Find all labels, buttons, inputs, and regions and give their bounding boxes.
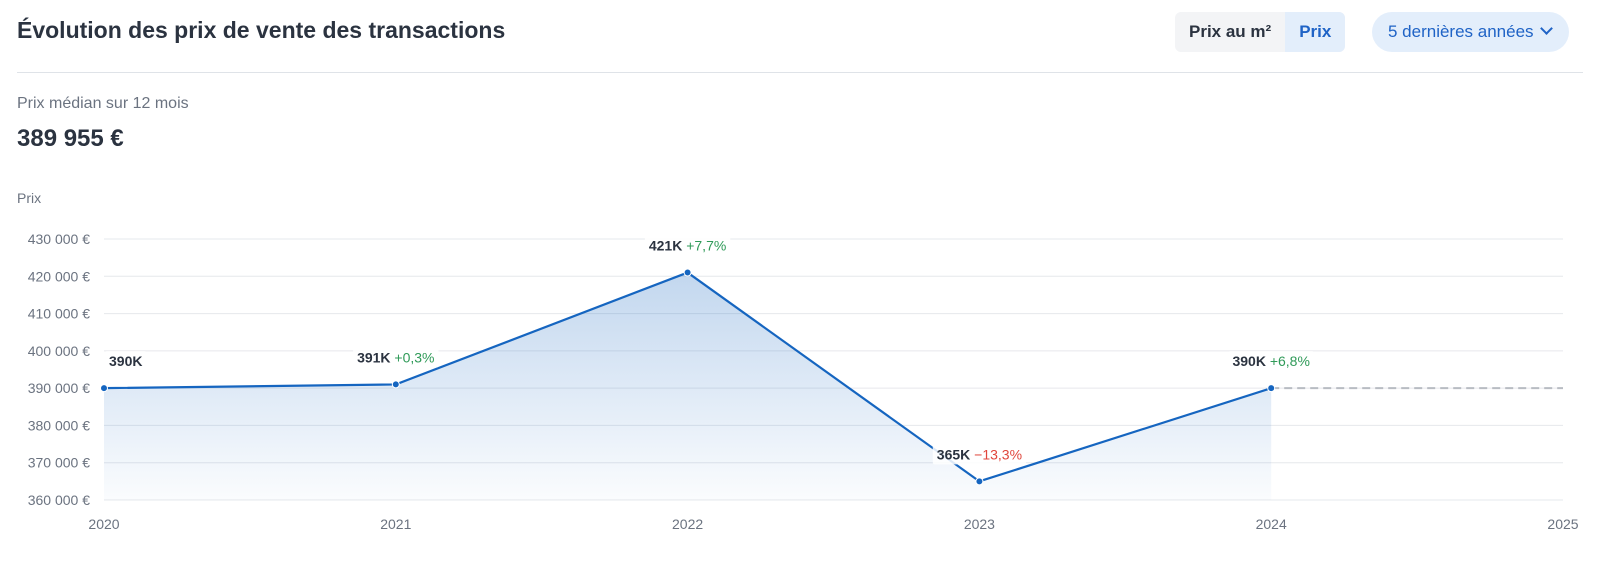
- toggle-price-button[interactable]: Prix: [1285, 12, 1346, 52]
- point-value: 365K: [937, 446, 970, 462]
- median-label: Prix médian sur 12 mois: [17, 95, 189, 112]
- point-label: 365K −13,3%: [932, 444, 1027, 465]
- y-axis-label: Prix: [17, 190, 42, 206]
- median-value: 389 955 €: [17, 125, 124, 152]
- x-tick-label: 2021: [380, 516, 411, 532]
- data-point: [1267, 384, 1276, 393]
- x-tick-label: 2023: [964, 516, 995, 532]
- data-point: [683, 268, 692, 277]
- point-change: +0,3%: [391, 349, 435, 365]
- point-label: 391K +0,3%: [353, 347, 439, 368]
- x-tick-label: 2022: [672, 516, 703, 532]
- point-label-bg: [353, 347, 439, 368]
- y-tick-label: 360 000 €: [28, 492, 90, 508]
- data-point: [100, 384, 108, 393]
- y-tick-label: 370 000 €: [28, 455, 90, 471]
- point-value: 391K: [357, 349, 390, 365]
- point-label: 421K +7,7%: [644, 235, 731, 256]
- point-label-bg: [105, 351, 147, 372]
- point-label-text: 391K +0,3%: [357, 349, 434, 365]
- point-label-text: 421K +7,7%: [649, 238, 726, 254]
- x-tick-label: 2020: [88, 516, 119, 532]
- point-label-bg: [1228, 351, 1314, 372]
- chart-title: Évolution des prix de vente des transact…: [17, 17, 506, 43]
- area-fill: [104, 272, 1272, 500]
- y-tick-label: 410 000 €: [28, 306, 90, 322]
- point-label-text: 390K +6,8%: [1232, 353, 1309, 369]
- point-change: −13,3%: [970, 446, 1022, 462]
- period-dropdown-label: 5 dernières années: [1388, 22, 1534, 41]
- y-tick-label: 390 000 €: [28, 380, 90, 396]
- data-point: [975, 477, 984, 486]
- point-value: 390K: [109, 353, 142, 369]
- point-value: 421K: [649, 238, 682, 254]
- y-tick-label: 430 000 €: [28, 231, 90, 247]
- data-point: [391, 380, 400, 389]
- y-tick-label: 400 000 €: [28, 343, 90, 359]
- metric-toggle: Prix au m² Prix: [1175, 12, 1346, 52]
- chart-header: Évolution des prix de vente des transact…: [17, 0, 1583, 73]
- point-change: +6,8%: [1266, 353, 1310, 369]
- x-tick-label: 2024: [1256, 516, 1287, 532]
- period-dropdown[interactable]: 5 dernières années: [1372, 12, 1569, 52]
- point-label: 390K: [105, 351, 147, 372]
- x-tick-label: 2025: [1547, 516, 1578, 532]
- point-label-bg: [932, 444, 1027, 465]
- point-label-text: 365K −13,3%: [937, 446, 1022, 462]
- point-value: 390K: [1232, 353, 1265, 369]
- point-label-text: 390K: [109, 353, 142, 369]
- y-tick-label: 420 000 €: [28, 268, 90, 284]
- point-change: +7,7%: [682, 238, 726, 254]
- y-tick-label: 380 000 €: [28, 417, 90, 433]
- point-label-bg: [644, 235, 731, 256]
- point-label: 390K +6,8%: [1228, 351, 1314, 372]
- toggle-price-per-m2-button[interactable]: Prix au m²: [1189, 22, 1272, 41]
